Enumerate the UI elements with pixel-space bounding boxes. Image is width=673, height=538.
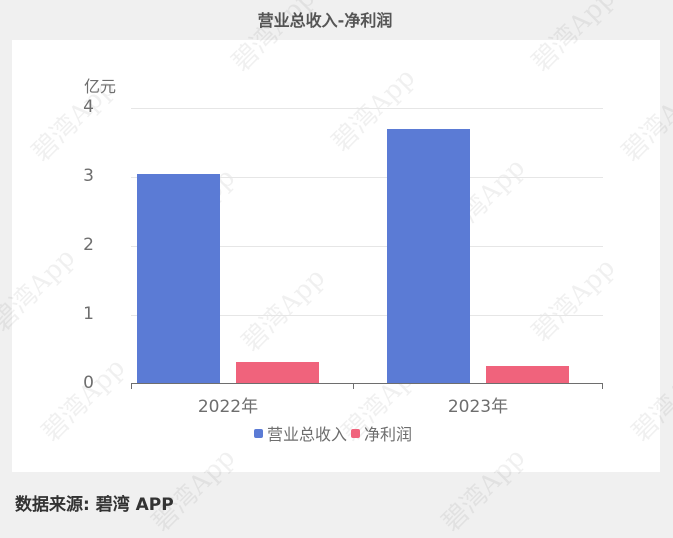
y-tick-1: 1 <box>83 304 94 324</box>
gridline-1 <box>131 315 603 316</box>
gridline-4 <box>131 108 603 109</box>
gridline-2 <box>131 246 603 247</box>
legend: 营业总收入 净利润 <box>254 421 416 445</box>
x-tick <box>353 384 354 389</box>
bar-net-profit-2023[interactable] <box>486 366 569 384</box>
y-tick-0: 0 <box>83 373 94 393</box>
bar-net-profit-2022[interactable] <box>236 362 319 384</box>
bar-revenue-2023[interactable] <box>387 129 470 384</box>
legend-item-net-profit[interactable]: 净利润 <box>351 421 412 445</box>
legend-label-net-profit: 净利润 <box>364 425 413 444</box>
legend-item-revenue[interactable]: 营业总收入 <box>254 421 347 445</box>
x-label-2022: 2022年 <box>197 397 259 417</box>
x-tick <box>131 384 132 389</box>
x-tick <box>602 384 603 389</box>
y-tick-2: 2 <box>83 235 94 255</box>
x-label-2023: 2023年 <box>447 397 509 417</box>
bar-revenue-2022[interactable] <box>137 174 220 384</box>
y-tick-4: 4 <box>83 97 94 117</box>
y-axis-unit: 亿元 <box>84 77 117 96</box>
gridline-3 <box>131 177 603 178</box>
x-axis <box>131 383 603 384</box>
legend-swatch-net-profit <box>351 428 361 438</box>
data-source: 数据来源: 碧湾 APP <box>15 495 174 515</box>
chart-card <box>12 40 660 472</box>
legend-swatch-revenue <box>254 428 263 438</box>
chart-title: 营业总收入-净利润 <box>257 11 393 30</box>
y-tick-3: 3 <box>83 166 94 186</box>
legend-label-revenue: 营业总收入 <box>267 425 348 444</box>
